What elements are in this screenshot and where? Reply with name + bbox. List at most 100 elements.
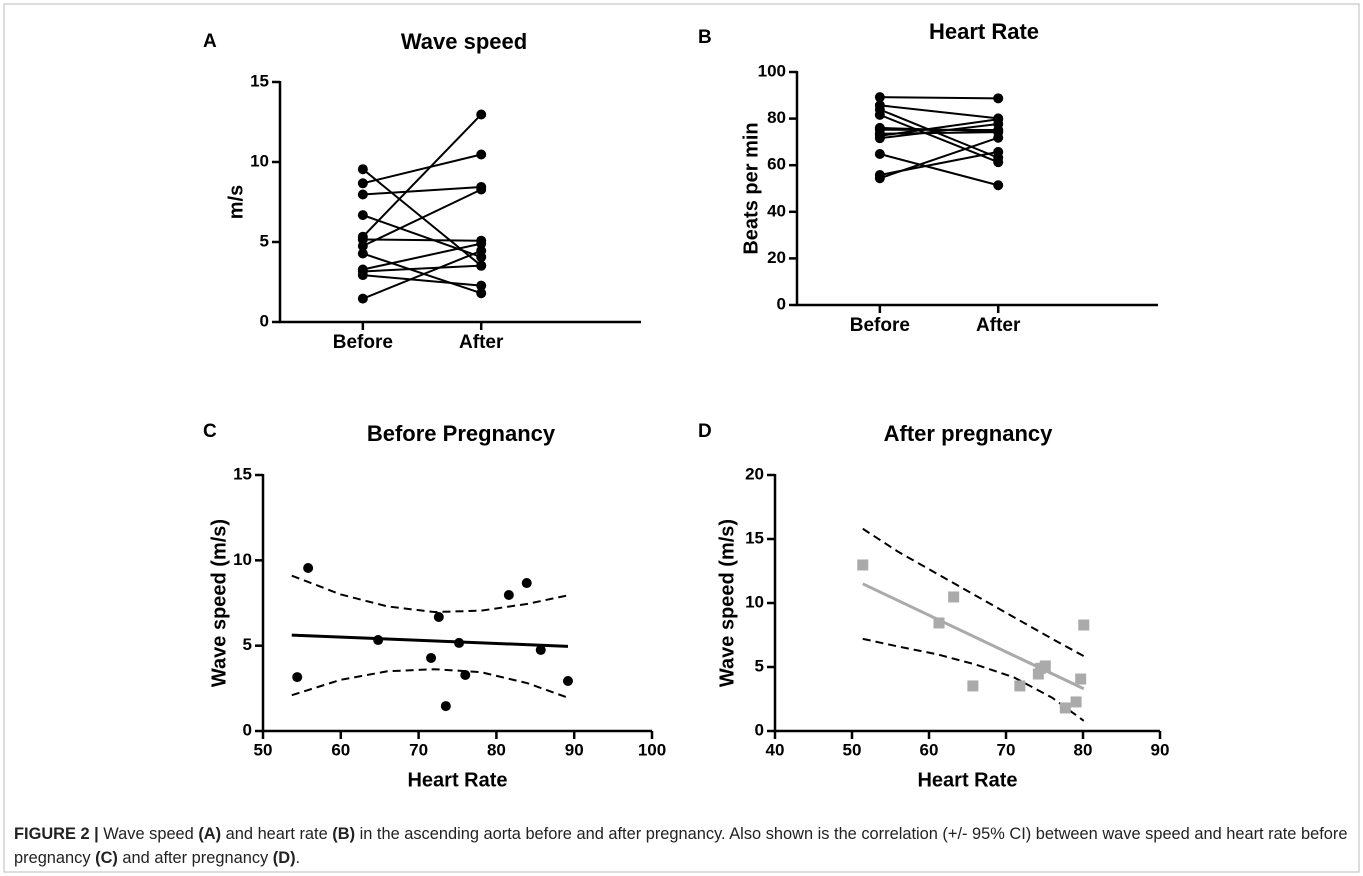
marker	[1035, 662, 1047, 674]
x-tick-label: After	[976, 315, 1021, 336]
chart-title: After pregnancy	[884, 421, 1053, 446]
y-tick-label: 5	[260, 231, 269, 250]
marker	[874, 109, 885, 120]
series-line	[362, 214, 482, 258]
y-tick-label: 10	[745, 592, 764, 611]
marker	[857, 559, 869, 571]
series-line	[362, 249, 482, 300]
caption-text: FIGURE 2 |	[14, 825, 99, 843]
y-axis-title: Beats per min	[740, 122, 762, 254]
marker	[476, 288, 487, 299]
x-tick-label: 50	[843, 740, 862, 759]
y-axis-title: Wave speed (m/s)	[208, 519, 230, 687]
marker	[874, 173, 885, 184]
x-tick-label: 80	[1074, 740, 1093, 759]
marker	[357, 178, 368, 189]
marker	[874, 100, 885, 111]
marker	[562, 675, 573, 686]
marker	[1078, 619, 1090, 631]
marker	[357, 189, 368, 200]
series-line	[362, 252, 482, 295]
x-tick-label: 40	[766, 740, 785, 759]
marker	[373, 635, 384, 646]
caption-text: (D)	[272, 849, 296, 867]
caption-text: in the ascending aorta before and after …	[14, 825, 1348, 867]
caption-text: .	[295, 849, 301, 867]
x-tick-label: 70	[997, 740, 1016, 759]
y-tick-label: 5	[755, 656, 764, 675]
y-tick-label: 10	[250, 151, 269, 170]
ci-upper	[862, 527, 1085, 657]
caption-text: and heart rate	[221, 825, 333, 843]
marker	[535, 644, 546, 655]
marker	[357, 293, 368, 304]
marker	[357, 248, 368, 259]
series-line	[362, 188, 482, 247]
marker	[476, 260, 487, 271]
x-tick-label: 50	[254, 740, 273, 759]
y-tick-label: 80	[767, 108, 786, 127]
marker	[476, 280, 487, 291]
x-tick-label: 60	[331, 740, 350, 759]
marker	[1014, 680, 1026, 692]
marker	[993, 118, 1004, 129]
caption-text: (A)	[198, 825, 222, 843]
y-tick-label: 0	[755, 720, 764, 739]
marker	[357, 164, 368, 175]
marker	[993, 157, 1004, 168]
y-tick-label: 20	[767, 248, 786, 267]
marker	[292, 672, 303, 683]
marker	[476, 109, 487, 120]
series-line	[879, 153, 999, 187]
marker	[476, 149, 487, 160]
chart-title: Wave speed	[401, 29, 527, 54]
marker	[1070, 696, 1082, 708]
x-tick-label: Before	[850, 315, 910, 336]
series-line	[879, 122, 999, 140]
fit-line	[291, 633, 569, 648]
marker	[874, 92, 885, 103]
y-tick-label: 20	[745, 464, 764, 483]
y-tick-label: 0	[243, 720, 252, 739]
marker	[993, 180, 1004, 191]
x-tick-label: 90	[1151, 740, 1170, 759]
marker	[433, 611, 444, 622]
caption-text: (C)	[95, 849, 118, 867]
x-tick-label: 70	[409, 740, 428, 759]
series-line	[879, 126, 999, 133]
x-tick-label: 80	[487, 740, 506, 759]
caption: FIGURE 2 | Wave speed (A) and heart rate…	[14, 822, 1349, 870]
marker	[476, 238, 487, 249]
caption-text: and after pregnancy	[117, 849, 273, 867]
series-line	[879, 131, 999, 135]
y-tick-label: 15	[745, 528, 764, 547]
series-line	[879, 96, 999, 100]
x-tick-label: After	[459, 332, 504, 353]
y-tick-label: 10	[233, 550, 252, 569]
y-tick-label: 15	[233, 464, 252, 483]
marker	[426, 652, 437, 663]
series-line	[879, 104, 999, 120]
marker	[454, 637, 465, 648]
x-tick-label: Before	[333, 332, 393, 353]
marker	[1059, 702, 1071, 714]
panel-label: A	[203, 31, 217, 52]
series-line	[879, 113, 999, 164]
fit-line	[862, 582, 1085, 691]
ci-lower	[862, 637, 1085, 722]
marker	[1032, 668, 1044, 680]
y-tick-label: 15	[250, 71, 269, 90]
y-tick-label: 0	[777, 294, 786, 313]
ci-upper	[291, 574, 569, 614]
y-tick-label: 5	[243, 635, 252, 654]
marker	[948, 591, 960, 603]
series-line	[362, 113, 482, 238]
frame	[3, 3, 1360, 873]
x-tick-label: 100	[638, 740, 666, 759]
marker	[521, 578, 532, 589]
y-tick-label: 40	[767, 201, 786, 220]
series-line	[362, 274, 482, 287]
marker	[357, 210, 368, 221]
y-tick-label: 60	[767, 155, 786, 174]
